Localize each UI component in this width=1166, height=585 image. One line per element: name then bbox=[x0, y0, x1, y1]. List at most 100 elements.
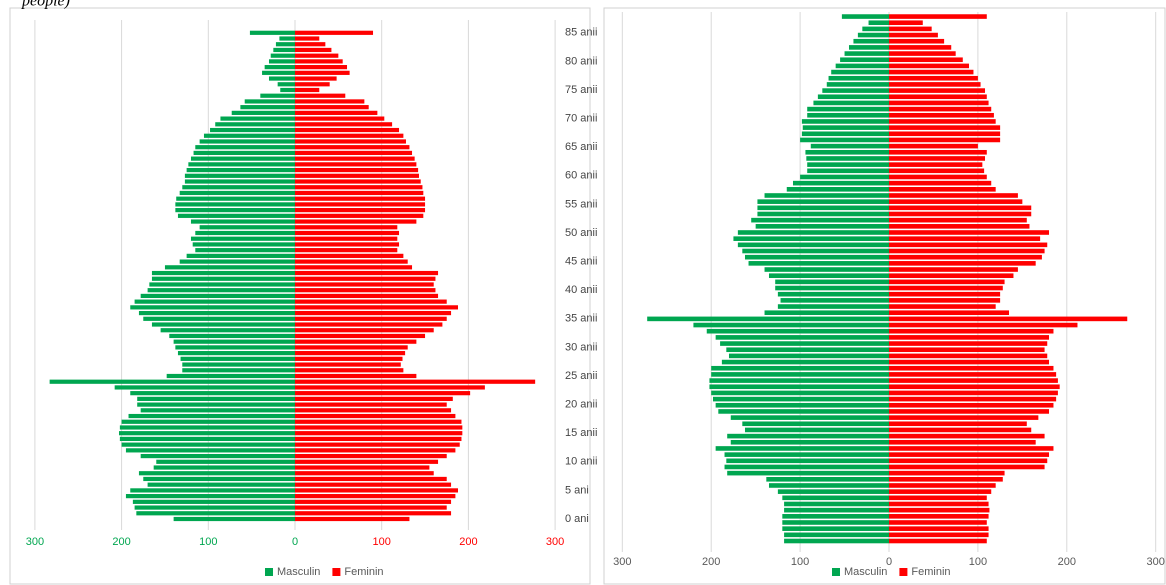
bar bbox=[764, 193, 889, 198]
bar bbox=[136, 511, 295, 516]
bar bbox=[782, 520, 889, 525]
age-label: 35 anii bbox=[565, 313, 597, 325]
bar bbox=[138, 310, 295, 316]
bar bbox=[889, 409, 1050, 414]
x-tick-label: 100 bbox=[373, 536, 391, 548]
bar bbox=[295, 516, 410, 522]
bar bbox=[889, 94, 987, 100]
bar bbox=[817, 94, 889, 100]
bar bbox=[730, 439, 889, 445]
bar bbox=[784, 501, 889, 507]
bar bbox=[751, 217, 889, 223]
bar bbox=[295, 236, 398, 241]
bar bbox=[889, 267, 1018, 272]
age-label: 85 anii bbox=[565, 27, 597, 39]
bar bbox=[295, 436, 462, 442]
bar bbox=[889, 162, 983, 167]
bar bbox=[889, 489, 992, 494]
bar bbox=[777, 489, 889, 494]
bar bbox=[889, 174, 987, 180]
bar bbox=[889, 359, 1050, 365]
bar bbox=[711, 372, 889, 377]
bar bbox=[151, 276, 295, 281]
bar bbox=[737, 230, 889, 235]
bar bbox=[810, 143, 889, 149]
age-label: 10 anii bbox=[565, 456, 597, 468]
bar bbox=[889, 149, 987, 155]
bar bbox=[720, 341, 889, 346]
bar bbox=[203, 133, 295, 138]
bar bbox=[889, 433, 1045, 439]
bar bbox=[711, 365, 889, 371]
bar bbox=[868, 20, 889, 26]
bar bbox=[889, 532, 989, 538]
bar bbox=[889, 273, 1014, 278]
bar bbox=[132, 499, 295, 504]
bar bbox=[295, 310, 452, 316]
bar bbox=[744, 254, 889, 260]
legend-label: Feminin bbox=[344, 566, 383, 578]
bar bbox=[807, 162, 889, 167]
bar bbox=[726, 458, 889, 464]
bar bbox=[177, 213, 295, 218]
bar bbox=[775, 285, 889, 291]
bar bbox=[792, 180, 889, 186]
bar bbox=[118, 431, 296, 436]
bar bbox=[137, 402, 295, 407]
x-tick-label: 300 bbox=[1147, 556, 1165, 568]
bar bbox=[889, 63, 970, 69]
bar bbox=[125, 448, 295, 453]
bar bbox=[766, 477, 889, 482]
bar bbox=[757, 211, 889, 217]
x-tick-label: 300 bbox=[546, 536, 564, 548]
bar bbox=[295, 30, 374, 35]
bar bbox=[175, 208, 295, 213]
x-tick-label: 300 bbox=[26, 536, 44, 548]
bar bbox=[295, 459, 439, 464]
bar bbox=[240, 105, 295, 110]
bar bbox=[295, 373, 417, 379]
bar bbox=[295, 70, 350, 75]
x-tick-label: 100 bbox=[199, 536, 217, 548]
bar bbox=[800, 174, 889, 180]
bar bbox=[733, 236, 889, 241]
bar bbox=[889, 32, 938, 38]
bar bbox=[153, 465, 295, 470]
bar bbox=[295, 139, 406, 144]
bar bbox=[295, 385, 485, 390]
bar bbox=[138, 471, 295, 476]
bar bbox=[742, 421, 889, 427]
bar bbox=[889, 384, 1060, 390]
bar bbox=[270, 53, 295, 58]
x-tick-label: 100 bbox=[791, 556, 809, 568]
bar bbox=[160, 328, 295, 333]
bar bbox=[862, 26, 889, 32]
age-label: 0 ani bbox=[565, 513, 589, 525]
bar bbox=[889, 156, 986, 161]
bar bbox=[295, 93, 346, 98]
age-label: 70 anii bbox=[565, 113, 597, 125]
bar bbox=[295, 494, 456, 499]
bar bbox=[182, 368, 295, 373]
bar bbox=[822, 88, 889, 93]
bar bbox=[195, 145, 295, 150]
caption: people) bbox=[21, 0, 70, 10]
bar bbox=[768, 483, 889, 488]
bar bbox=[262, 70, 295, 75]
bar bbox=[889, 180, 992, 186]
bar bbox=[889, 261, 1036, 266]
bar bbox=[889, 291, 1001, 297]
bar bbox=[295, 345, 408, 350]
bar bbox=[128, 413, 295, 419]
bar bbox=[173, 339, 295, 344]
bar bbox=[295, 282, 434, 287]
bar bbox=[889, 26, 932, 32]
bar bbox=[295, 259, 408, 264]
bar bbox=[295, 305, 458, 310]
bar bbox=[828, 75, 889, 81]
bar bbox=[180, 356, 295, 361]
bar bbox=[295, 219, 417, 224]
bar bbox=[757, 205, 889, 211]
bar bbox=[184, 179, 295, 184]
bar bbox=[134, 299, 295, 304]
